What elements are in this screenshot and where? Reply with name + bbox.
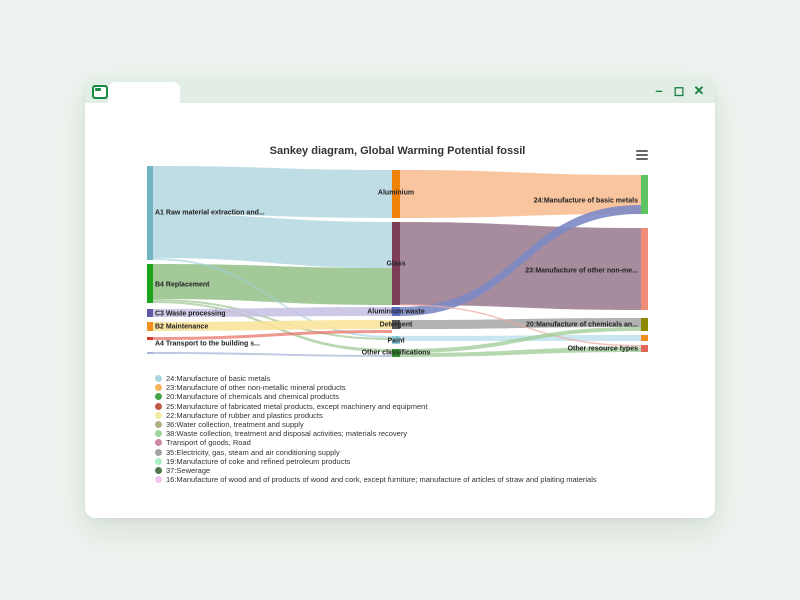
sankey-node-label-b4: B4 Replacement	[155, 282, 210, 289]
hamburger-icon	[636, 150, 648, 152]
legend-dot-icon	[155, 421, 162, 429]
sankey-node-detergent[interactable]	[392, 320, 400, 329]
legend-item-0[interactable]: 24:Manufacture of basic metals	[155, 374, 597, 383]
sankey-link-other-classifications-n20	[400, 327, 641, 353]
sankey-node-label-other-classifications: Other classifications	[362, 350, 431, 357]
legend-label: 16:Manufacture of wood and of products o…	[166, 475, 597, 485]
legend-dot-icon	[155, 375, 162, 383]
hamburger-icon	[636, 158, 648, 160]
sankey-node-label-n24: 24:Manufacture of basic metals	[534, 198, 638, 205]
legend-label: 36:Water collection, treatment and suppl…	[166, 420, 304, 430]
sankey-node-a1[interactable]	[147, 166, 153, 260]
sankey-link-a1-glass	[153, 214, 392, 268]
sankey-chart: A1 Raw material extraction and... B4 Repl…	[147, 166, 648, 357]
sankey-link-a1-paint	[153, 258, 392, 338]
chart-context-menu-button[interactable]	[636, 149, 648, 161]
legend-label: 38:Waste collection, treatment and dispo…	[166, 429, 408, 439]
sankey-link-unlabeled-left-other-classifications	[153, 352, 392, 357]
legend-item-7[interactable]: Transport of goods, Road	[155, 438, 597, 447]
legend-label: Transport of goods, Road	[166, 438, 251, 448]
legend-dot-icon	[155, 466, 162, 474]
legend-dot-icon	[155, 430, 162, 438]
sankey-node-aluminium[interactable]	[392, 170, 400, 218]
sankey-node-label-glass: Glass	[386, 261, 405, 268]
sankey-node-other-resource-types[interactable]	[641, 345, 648, 352]
sankey-link-glass-other-resource-types	[400, 304, 641, 347]
sankey-node-aluminium-waste[interactable]	[392, 307, 400, 316]
sankey-node-paint[interactable]	[392, 336, 400, 344]
legend-dot-icon	[155, 402, 162, 410]
legend-label: 24:Manufacture of basic metals	[166, 374, 271, 384]
sankey-node-n20[interactable]	[641, 318, 648, 331]
sankey-link-aluminium-n24	[400, 170, 641, 218]
titlebar: – ◻ ✕	[85, 78, 715, 103]
window-maximize-button[interactable]: ◻	[673, 83, 685, 98]
sankey-node-b4[interactable]	[147, 264, 153, 303]
legend-label: 20:Manufacture of chemicals and chemical…	[166, 392, 340, 402]
legend-label: 22:Manufacture of rubber and plastics pr…	[166, 410, 323, 420]
legend-item-9[interactable]: 19:Manufacture of coke and refined petro…	[155, 457, 597, 466]
window-controls: – ◻ ✕	[652, 82, 706, 99]
legend-label: 37:Sewerage	[166, 465, 211, 475]
chart-legend: 24:Manufacture of basic metals 23:Manufac…	[155, 374, 597, 484]
sankey-link-b2-detergent	[153, 320, 392, 331]
sankey-node-n-small-orange[interactable]	[641, 335, 648, 341]
legend-item-5[interactable]: 36:Water collection, treatment and suppl…	[155, 420, 597, 429]
sankey-link-a1-aluminium	[153, 166, 392, 218]
legend-label: 25:Manufacture of fabricated metal produ…	[166, 401, 428, 411]
legend-label: 23:Manufacture of other non-metallic min…	[166, 383, 346, 393]
legend-dot-icon	[155, 457, 162, 465]
sankey-link-aluminium-waste-n24	[400, 205, 641, 316]
sankey-node-glass[interactable]	[392, 222, 400, 305]
sankey-node-a4[interactable]	[147, 337, 153, 340]
sankey-node-label-n23: 23:Manufacture of other non-me...	[525, 268, 638, 275]
legend-dot-icon	[155, 476, 162, 484]
legend-label: 19:Manufacture of coke and refined petro…	[166, 456, 351, 466]
sankey-node-label-b2: B2 Maintenance	[155, 324, 208, 331]
browser-tab[interactable]	[108, 82, 180, 103]
window-minimize-button[interactable]: –	[655, 83, 663, 98]
legend-dot-icon	[155, 448, 162, 456]
sankey-node-label-a4: A4 Transport to the building s...	[155, 341, 260, 348]
legend-item-3[interactable]: 25:Manufacture of fabricated metal produ…	[155, 402, 597, 411]
sankey-node-label-aluminium: Aluminium	[378, 190, 414, 197]
sankey-link-a4-middle	[153, 330, 392, 340]
sankey-link-glass-n23	[400, 222, 641, 310]
legend-item-8[interactable]: 35:Electricity, gas, steam and air condi…	[155, 448, 597, 457]
sankey-node-unlabeled-left[interactable]	[147, 352, 153, 354]
sankey-link-b4-paint	[153, 299, 392, 340]
sankey-link-c3-aluminium-waste	[153, 307, 392, 317]
sankey-link-b4-glass	[153, 264, 392, 305]
sankey-link-other-classifications-other-resource-types	[400, 347, 641, 357]
sankey-node-other-classifications[interactable]	[392, 349, 400, 357]
sankey-node-n24[interactable]	[641, 175, 648, 214]
sankey-link-detergent-n20	[400, 318, 641, 329]
sankey-node-label-n20: 20:Manufacture of chemicals an...	[526, 322, 638, 329]
sankey-node-label-paint: Paint	[387, 338, 405, 345]
legend-item-1[interactable]: 23:Manufacture of other non-metallic min…	[155, 383, 597, 392]
legend-dot-icon	[155, 439, 162, 447]
legend-dot-icon	[155, 384, 162, 392]
legend-dot-icon	[155, 393, 162, 401]
legend-item-2[interactable]: 20:Manufacture of chemicals and chemical…	[155, 392, 597, 401]
chart-title: Sankey diagram, Global Warming Potential…	[269, 145, 526, 157]
sankey-node-label-c3: C3 Waste processing	[155, 311, 226, 318]
legend-label: 35:Electricity, gas, steam and air condi…	[166, 447, 340, 457]
browser-logo-icon	[92, 85, 108, 99]
sankey-node-n23[interactable]	[641, 228, 648, 310]
legend-item-11[interactable]: 16:Manufacture of wood and of products o…	[155, 475, 597, 484]
sankey-node-label-a1: A1 Raw material extraction and...	[155, 210, 265, 217]
sankey-node-label-aluminium-waste: Aluminium waste	[367, 309, 425, 316]
legend-item-4[interactable]: 22:Manufacture of rubber and plastics pr…	[155, 411, 597, 420]
sankey-node-c3[interactable]	[147, 309, 153, 317]
sankey-node-label-other-resource-types: Other resource types	[568, 346, 639, 353]
hamburger-icon	[636, 154, 648, 156]
legend-dot-icon	[155, 411, 162, 419]
browser-window: – ◻ ✕ Sankey diagram, Global Warming Pot…	[85, 78, 715, 518]
legend-item-10[interactable]: 37:Sewerage	[155, 466, 597, 475]
sankey-node-label-detergent: Detergent	[380, 322, 413, 329]
window-close-button[interactable]: ✕	[693, 83, 705, 98]
sankey-node-b2[interactable]	[147, 322, 153, 331]
legend-item-6[interactable]: 38:Waste collection, treatment and dispo…	[155, 429, 597, 438]
